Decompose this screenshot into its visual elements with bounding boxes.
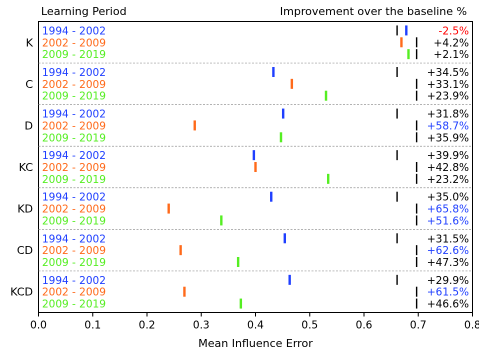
improvement-label: +23.2%: [427, 174, 469, 186]
group-label-k: K: [26, 36, 34, 49]
period-label: 2009 - 2019: [42, 91, 106, 103]
period-label: 1994 - 2002: [42, 233, 106, 245]
improvement-label: +33.1%: [427, 79, 469, 91]
period-label: 2002 - 2009: [42, 245, 106, 257]
improvement-label: +29.9%: [427, 275, 469, 287]
chart-marks: K 1994 - 2002 -2.5% 2002 - 2009 +4.2% 2009 - …: [10, 25, 472, 310]
improvement-label: +62.6%: [427, 245, 469, 257]
x-tick-label: 0.0: [30, 320, 47, 332]
x-tick-label: 0.6: [356, 320, 373, 332]
period-label: 2009 - 2019: [42, 49, 106, 61]
improvement-label: +61.5%: [427, 287, 469, 299]
period-label: 1994 - 2002: [42, 192, 106, 204]
x-axis-label: Mean Influence Error: [198, 337, 313, 350]
period-label: 2009 - 2019: [42, 299, 106, 311]
improvement-label: +2.1%: [434, 49, 469, 61]
improvement-label: +42.8%: [427, 162, 469, 174]
improvement-label: -2.5%: [439, 25, 469, 37]
group-label-kc: KC: [19, 161, 34, 174]
period-label: 2009 - 2019: [42, 132, 106, 144]
x-tick-label: 0.5: [301, 320, 318, 332]
period-label: 2009 - 2019: [42, 215, 106, 227]
period-label: 1994 - 2002: [42, 150, 106, 162]
improvement-label: +65.8%: [427, 204, 469, 216]
improvement-label: +58.7%: [427, 120, 469, 132]
x-tick-label: 0.2: [139, 320, 156, 332]
improvement-label: +4.2%: [434, 37, 469, 49]
improvement-label: +34.5%: [427, 67, 469, 79]
x-tick-label: 0.8: [464, 320, 479, 332]
x-tick-label: 0.3: [193, 320, 210, 332]
group-label-kd: KD: [17, 203, 33, 216]
period-label: 2002 - 2009: [42, 120, 106, 132]
improvement-label: +35.0%: [427, 192, 469, 204]
period-label: 1994 - 2002: [42, 25, 106, 37]
improvement-label: +31.8%: [427, 109, 469, 121]
improvement-label: +31.5%: [427, 233, 469, 245]
group-label-cd: CD: [17, 244, 33, 257]
improvement-label: +35.9%: [427, 132, 469, 144]
period-label: 2009 - 2019: [42, 257, 106, 269]
period-label: 2002 - 2009: [42, 204, 106, 216]
group-label-d: D: [25, 119, 33, 132]
header-left: Learning Period: [41, 5, 127, 18]
period-label: 1994 - 2002: [42, 109, 106, 121]
improvement-label: +47.3%: [427, 257, 469, 269]
period-label: 2002 - 2009: [42, 79, 106, 91]
improvement-label: +23.9%: [427, 91, 469, 103]
period-label: 2009 - 2019: [42, 174, 106, 186]
period-label: 2002 - 2009: [42, 287, 106, 299]
improvement-label: +46.6%: [427, 299, 469, 311]
x-tick-label: 0.4: [247, 320, 264, 332]
group-label-c: C: [25, 78, 33, 91]
period-label: 2002 - 2009: [42, 37, 106, 49]
improvement-label: +39.9%: [427, 150, 469, 162]
x-axis: 0.0 0.1 0.2 0.3 0.4 0.5 0.6 0.7 0.8: [30, 313, 479, 332]
improvement-label: +51.6%: [427, 215, 469, 227]
period-label: 2002 - 2009: [42, 162, 106, 174]
group-label-kcd: KCD: [10, 286, 33, 299]
period-label: 1994 - 2002: [42, 67, 106, 79]
header-right: Improvement over the baseline %: [280, 5, 467, 18]
x-tick-label: 0.1: [84, 320, 101, 332]
x-tick-label: 0.7: [410, 320, 427, 332]
period-label: 1994 - 2002: [42, 275, 106, 287]
